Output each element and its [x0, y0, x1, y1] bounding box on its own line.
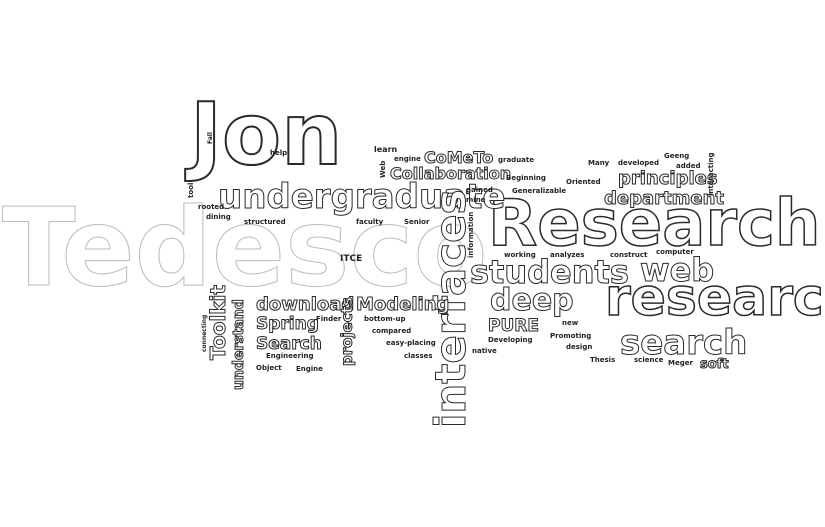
word-download: download: [255, 294, 355, 315]
word-tool: tool: [187, 182, 195, 198]
word-classes: classes: [404, 352, 433, 360]
word-understand: understand: [231, 299, 248, 391]
word-computer: computer: [656, 248, 694, 256]
word-fall: Fall: [207, 132, 214, 144]
word-gained: gained: [466, 186, 493, 194]
word-construct: construct: [610, 251, 648, 259]
word-bottom-up: bottom-up: [364, 315, 406, 323]
word-tedesco: Tedesco: [2, 186, 489, 311]
word-interacting: interacting: [707, 152, 715, 196]
word-meger: Meger: [668, 359, 693, 367]
word-soft: soft: [700, 357, 730, 372]
word-jon: Jon: [189, 85, 343, 185]
word-working: working: [504, 251, 536, 259]
word-object: Object: [256, 364, 282, 372]
word-connecting: connecting: [201, 314, 208, 352]
word-engine: engine: [394, 155, 421, 163]
word-promoting: Promoting: [550, 332, 592, 340]
word-cometo: CoMeTo: [423, 148, 494, 167]
word-easy-placing: easy-placing: [386, 339, 436, 347]
word-many: Many: [588, 159, 610, 167]
word-engineering: Engineering: [266, 352, 314, 360]
word-collaboration: Collaboration: [389, 164, 512, 183]
word-rooted: rooted: [198, 203, 225, 211]
word-added: added: [676, 162, 701, 170]
word-finder: Finder: [316, 315, 342, 323]
word-spring: Spring: [256, 314, 320, 334]
word-principles: principles: [618, 168, 719, 189]
word-analyzes: analyzes: [550, 251, 585, 259]
word-oriented: Oriented: [566, 178, 601, 186]
word-department: department: [604, 188, 725, 209]
word-research: research: [604, 268, 825, 328]
word-faculty: faculty: [356, 218, 384, 226]
word-compared: compared: [372, 327, 412, 335]
word-research-cap: Research: [487, 187, 821, 261]
word-geeng: Geeng: [664, 152, 690, 160]
word-science: science: [634, 356, 664, 364]
word-web: web: [639, 251, 715, 289]
word-graduate: graduate: [498, 156, 534, 164]
word-native: native: [472, 347, 497, 355]
word-thesis: Thesis: [590, 356, 616, 364]
word-pure: PURE: [488, 316, 540, 336]
word-modeling: Modeling: [355, 294, 450, 315]
word-design: design: [566, 343, 593, 351]
word-senior: Senior: [404, 218, 430, 226]
word-toolkit: Toolkit: [206, 284, 231, 360]
word-search: search: [619, 323, 748, 363]
word-information: information: [467, 211, 475, 258]
word-dining: dining: [206, 213, 231, 221]
word-developed: developed: [618, 159, 660, 167]
word-itce: ITCE: [340, 254, 363, 264]
word-mine: mine: [466, 196, 486, 204]
word-web-cap: Web: [379, 160, 387, 178]
word-learn: learn: [374, 145, 398, 154]
word-engine-cap: Engine: [296, 365, 323, 373]
word-search-cap: Search: [256, 334, 323, 354]
word-new: new: [562, 319, 579, 327]
word-help: help: [270, 149, 288, 157]
word-structured: structured: [244, 218, 286, 226]
word-developing: Developing: [488, 336, 533, 344]
word-undergraduate: undergraduate: [217, 177, 506, 217]
word-projects: projects: [338, 297, 357, 367]
word-students: students: [470, 253, 630, 291]
word-deep: deep: [490, 283, 575, 318]
word-generalizable: Generalizable: [512, 187, 567, 195]
word-beginning: Beginning: [506, 174, 546, 182]
